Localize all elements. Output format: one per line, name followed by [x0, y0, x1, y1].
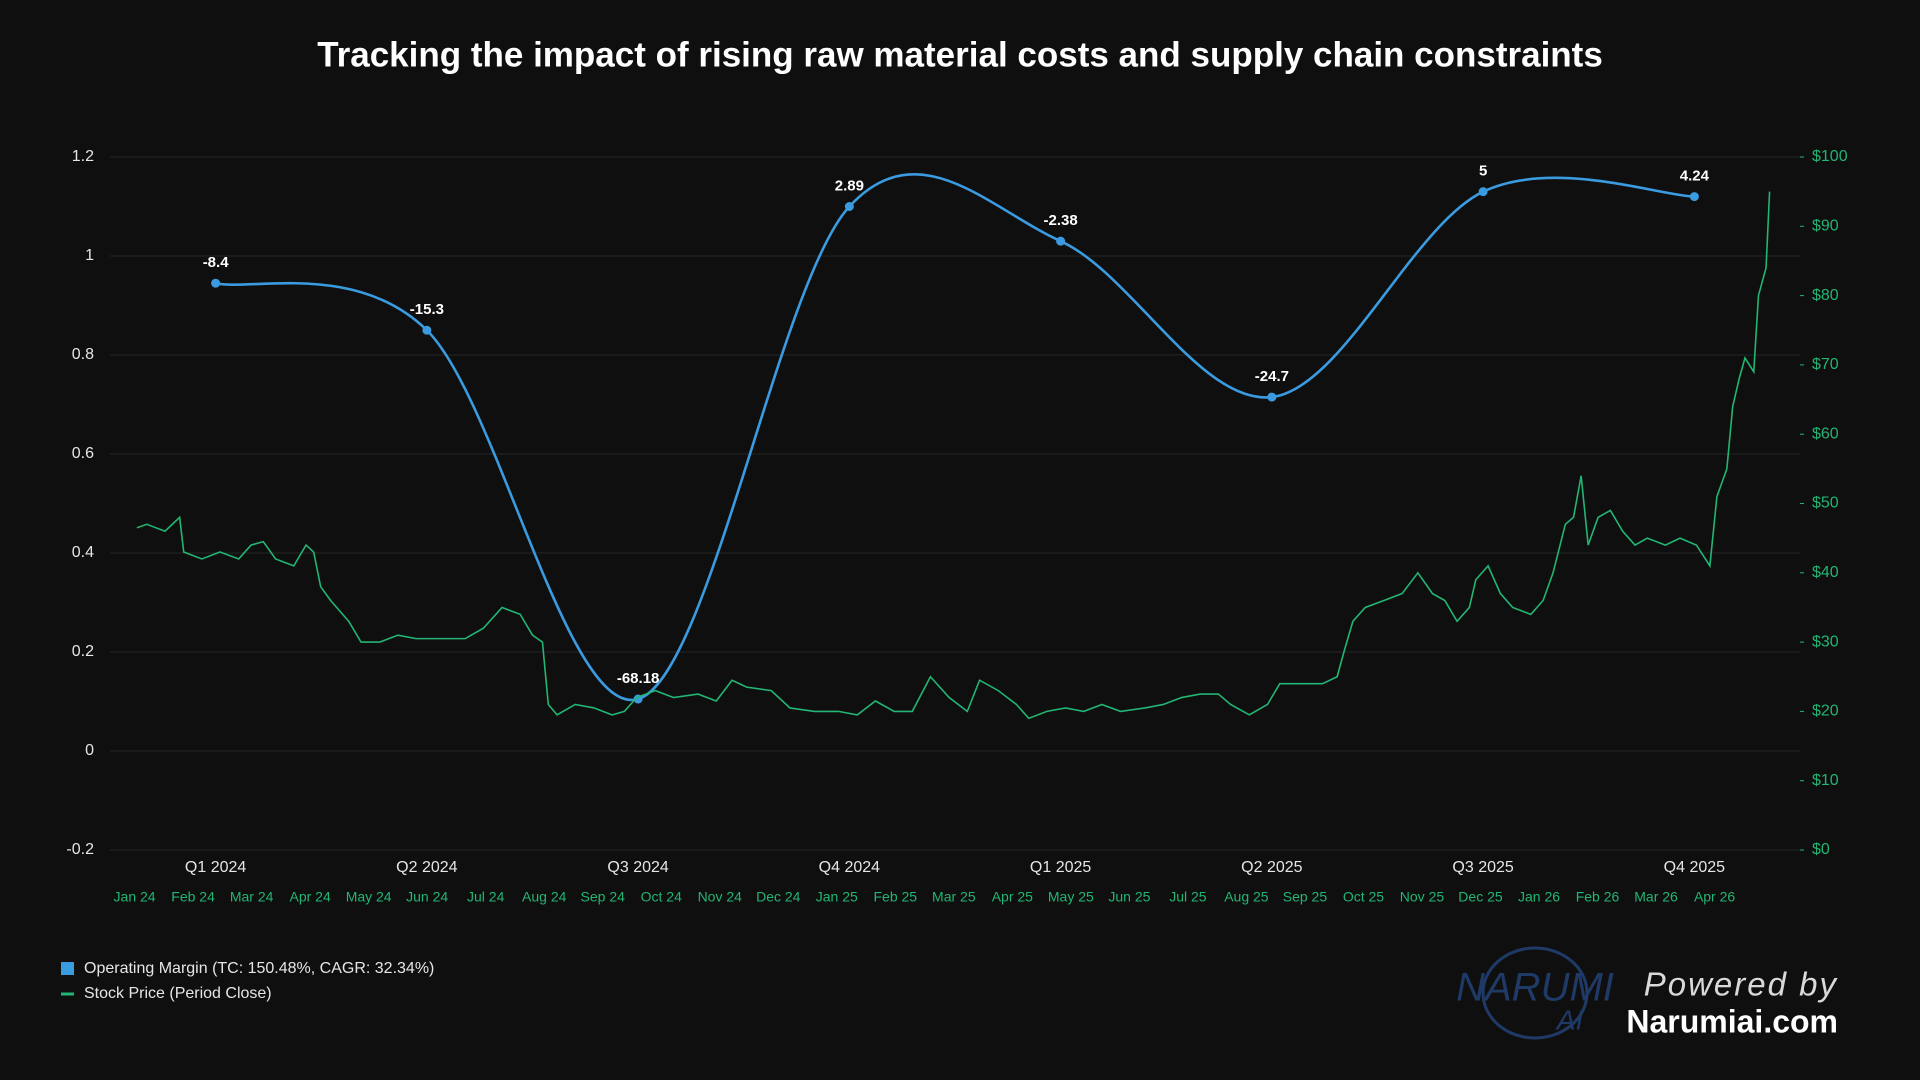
watermark-logo-sub: AI	[1555, 1004, 1584, 1035]
y2-tick-label: $80	[1812, 287, 1839, 304]
point-label: -24.7	[1255, 368, 1289, 385]
x2-tick-label: Apr 26	[1694, 889, 1735, 905]
point-label: 5	[1479, 163, 1487, 180]
legend-label: Stock Price (Period Close)	[84, 985, 272, 1002]
x-tick-label: Q3 2024	[607, 859, 668, 876]
margin-point	[422, 325, 432, 335]
watermark-logo: NARUMI	[1456, 966, 1614, 1010]
x2-tick-label: Aug 24	[522, 889, 567, 905]
x2-tick-label: Jul 25	[1169, 889, 1207, 905]
y-tick-label: 1.2	[72, 148, 94, 165]
point-label: 2.89	[835, 177, 864, 194]
y-tick-label: 0.6	[72, 445, 94, 462]
y-tick-label: 0.8	[72, 346, 94, 363]
watermark-line1: Powered by	[1644, 966, 1839, 1003]
x2-tick-label: Jul 24	[467, 889, 505, 905]
y-tick-label: -0.2	[66, 841, 94, 858]
x2-tick-label: Sep 25	[1283, 889, 1328, 905]
point-label: -2.38	[1044, 212, 1078, 229]
x2-tick-label: Mar 25	[932, 889, 976, 905]
y2-tick-label: $60	[1812, 425, 1839, 442]
y2-tick-label: $10	[1812, 772, 1839, 789]
x2-tick-label: Oct 24	[641, 889, 682, 905]
y2-tick-label: $100	[1812, 148, 1848, 165]
x2-tick-label: Aug 25	[1224, 889, 1269, 905]
y2-tick-label: $30	[1812, 633, 1839, 650]
watermark-line2: Narumiai.com	[1626, 1003, 1838, 1039]
x-tick-label: Q4 2024	[819, 859, 880, 876]
margin-point	[844, 202, 854, 211]
x2-tick-label: Feb 24	[171, 889, 215, 905]
x2-tick-label: Jun 24	[406, 889, 448, 905]
legend-swatch	[61, 962, 74, 975]
x-tick-label: Q2 2025	[1241, 859, 1302, 876]
y2-tick-label: $40	[1812, 564, 1839, 581]
point-label: -8.4	[203, 254, 230, 271]
margin-point	[1056, 236, 1066, 246]
legend-label: Operating Margin (TC: 150.48%, CAGR: 32.…	[84, 960, 434, 977]
y2-tick-label: $70	[1812, 356, 1839, 373]
x2-tick-label: Jan 24	[114, 889, 156, 905]
x2-tick-label: May 24	[346, 889, 392, 905]
x2-tick-label: May 25	[1048, 889, 1094, 905]
x-tick-label: Q4 2025	[1664, 859, 1725, 876]
chart-title: Tracking the impact of rising raw materi…	[317, 35, 1603, 74]
y-tick-label: 0.2	[72, 643, 94, 660]
x2-tick-label: Sep 24	[581, 889, 626, 905]
watermark-ring	[1481, 946, 1589, 1040]
margin-point	[1267, 392, 1277, 402]
x2-tick-label: Dec 24	[756, 889, 801, 905]
x2-tick-label: Feb 26	[1576, 889, 1620, 905]
x2-tick-label: Jun 25	[1108, 889, 1150, 905]
x2-tick-label: Apr 25	[992, 889, 1033, 905]
x2-tick-label: Feb 25	[874, 889, 918, 905]
x2-tick-label: Nov 25	[1400, 889, 1445, 905]
x-tick-label: Q3 2025	[1452, 859, 1513, 876]
y-tick-label: 0	[85, 742, 94, 759]
margin-point	[211, 278, 221, 288]
x2-tick-label: Jan 25	[816, 889, 858, 905]
x2-tick-label: Mar 24	[230, 889, 274, 905]
x2-tick-label: Oct 25	[1343, 889, 1384, 905]
y2-tick-label: $50	[1812, 495, 1839, 512]
point-label: -15.3	[410, 301, 444, 318]
x2-tick-label: Nov 24	[698, 889, 743, 905]
x-tick-label: Q1 2025	[1030, 859, 1091, 876]
y-tick-label: 1	[85, 247, 94, 264]
margin-point	[1689, 192, 1699, 202]
point-label: 4.24	[1680, 168, 1710, 185]
y2-tick-label: $0	[1812, 841, 1830, 858]
y2-tick-label: $90	[1812, 218, 1839, 235]
x2-tick-label: Jan 26	[1518, 889, 1560, 905]
y-tick-label: 0.4	[72, 544, 94, 561]
x2-tick-label: Mar 26	[1634, 889, 1678, 905]
stock-line	[136, 191, 1771, 720]
y2-tick-label: $20	[1812, 703, 1839, 720]
point-label: -68.18	[617, 670, 660, 687]
margin-line	[215, 173, 1695, 702]
margin-point	[1478, 187, 1488, 197]
x-tick-label: Q2 2024	[396, 859, 457, 876]
x-tick-label: Q1 2024	[185, 859, 246, 876]
x2-tick-label: Apr 24	[290, 889, 331, 905]
x2-tick-label: Dec 25	[1458, 889, 1503, 905]
